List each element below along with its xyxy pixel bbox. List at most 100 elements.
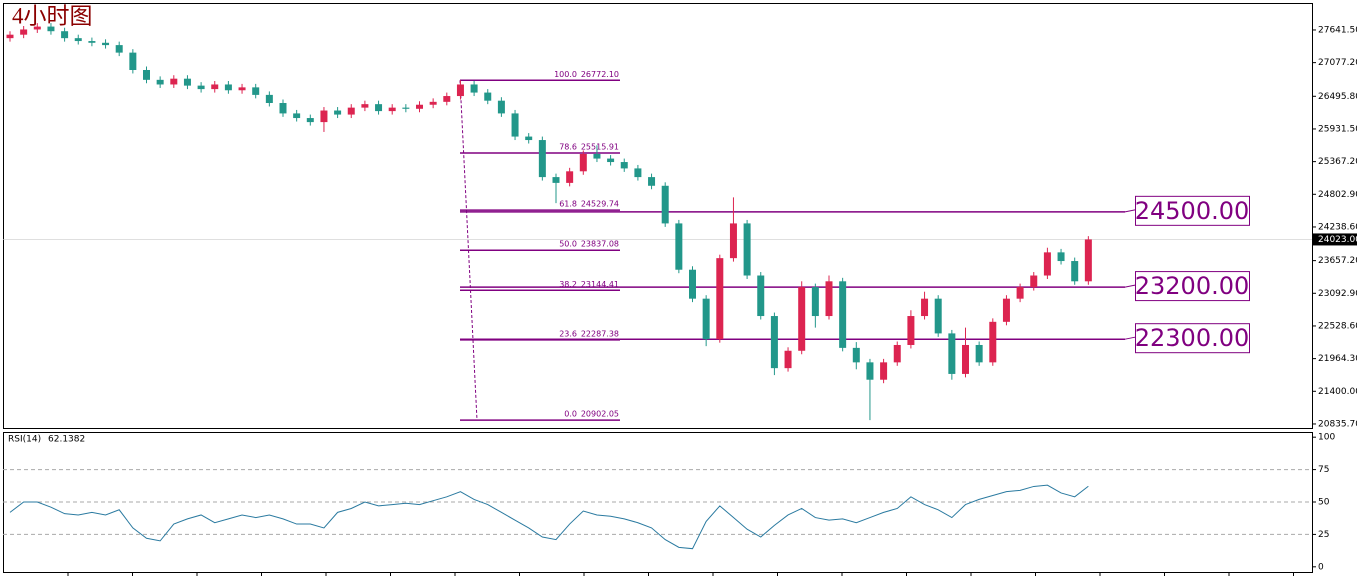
candle-body — [1030, 275, 1038, 288]
candle-body — [306, 118, 314, 123]
y-tick-label: 20835.70 — [1318, 419, 1357, 429]
y-tick-label: 24238.60 — [1318, 222, 1357, 232]
candle-body — [88, 41, 96, 43]
candle-body — [6, 34, 14, 39]
fib-level: 50.0 — [559, 240, 577, 249]
candle-body — [238, 87, 246, 91]
candle-body — [1002, 298, 1010, 322]
level-connector — [1124, 336, 1136, 340]
level-label: 24500.00 — [1135, 197, 1250, 225]
fib-level: 78.6 — [559, 143, 577, 152]
candle-body — [1043, 252, 1051, 276]
candle-body — [538, 140, 546, 178]
level-connector — [1124, 284, 1136, 288]
candle-body — [156, 79, 164, 85]
candle-body — [866, 362, 874, 380]
candle-body — [839, 281, 847, 348]
y-tick-label: 27641.50 — [1318, 25, 1357, 35]
candle-body — [675, 223, 683, 270]
candle-body — [224, 84, 232, 91]
fib-level: 23.6 — [559, 329, 577, 338]
candle-body — [252, 87, 260, 95]
candle-body — [770, 316, 778, 369]
y-tick-label: 50 — [1318, 498, 1330, 508]
candle-body — [743, 223, 751, 276]
fib-price: 26772.10 — [581, 70, 619, 79]
y-tick-label: 0 — [1318, 562, 1324, 572]
candle-body — [975, 344, 983, 363]
fib-level: 61.8 — [559, 200, 577, 209]
candle-body — [183, 78, 191, 86]
y-tick-label: 75 — [1318, 465, 1329, 475]
level-box — [1135, 323, 1250, 354]
candle-body — [552, 177, 560, 183]
fib-price: 23144.41 — [581, 280, 619, 289]
candle-body — [1084, 239, 1092, 282]
candle-body — [443, 96, 451, 102]
last-price-box — [1313, 233, 1357, 246]
candle-body — [579, 153, 587, 172]
fib-price: 24529.74 — [581, 200, 619, 209]
candle-body — [143, 69, 150, 80]
candle-body — [525, 136, 533, 141]
candle-body — [893, 344, 901, 363]
y-tick-label: 23657.20 — [1318, 256, 1357, 266]
candle-body — [265, 94, 273, 103]
candle-body — [689, 269, 696, 299]
candle-body — [279, 102, 287, 114]
y-tick-label: 22528.60 — [1318, 321, 1357, 331]
candle-body — [33, 26, 41, 30]
last-price-label: 24023.00 — [1318, 235, 1357, 245]
candle-body — [948, 333, 956, 374]
candle-body — [197, 85, 205, 90]
candle-body — [620, 162, 628, 169]
candle-body — [825, 281, 833, 317]
y-tick-label: 24802.90 — [1318, 190, 1357, 200]
price-pane — [3, 3, 1313, 429]
candle-body — [607, 158, 615, 163]
candle-body — [716, 258, 724, 340]
fib-level: 0.0 — [564, 410, 577, 419]
candle-body — [416, 104, 423, 109]
candle-body — [1016, 287, 1024, 299]
candle-body — [1071, 261, 1079, 282]
candle-body — [429, 101, 437, 105]
chart-title: 4小时图 — [12, 3, 93, 28]
candle-body — [511, 113, 519, 137]
fib-price: 20902.05 — [581, 410, 619, 419]
candle-body — [921, 298, 929, 317]
candle-body — [47, 26, 55, 32]
candle-body — [484, 92, 492, 101]
level-connector — [1124, 209, 1136, 213]
candle-body — [470, 84, 478, 93]
candle-body — [934, 298, 942, 334]
plot-layer: 27641.50 27077.20 26495.80 25931.50 25367.20… — [3, 23, 1357, 576]
candle-body — [74, 38, 82, 42]
candle-body — [347, 107, 355, 115]
candle-body — [388, 107, 396, 112]
y-tick-label: 27077.20 — [1318, 58, 1357, 68]
level-label: 23200.00 — [1135, 272, 1250, 300]
candle-body — [61, 31, 69, 39]
fib-price: 23837.08 — [581, 240, 619, 249]
y-tick-label: 25 — [1318, 530, 1329, 540]
fib-price: 25515.91 — [581, 143, 619, 152]
candle-body — [784, 350, 792, 369]
candle-body — [115, 45, 123, 53]
rsi-name: RSI(14) — [8, 435, 41, 445]
candle-body — [962, 344, 969, 374]
candle-body — [375, 104, 383, 112]
candle-body — [102, 42, 110, 46]
candle-body — [211, 84, 219, 90]
candle-body — [402, 107, 410, 109]
y-tick-label: 26495.80 — [1318, 92, 1357, 102]
candle-body — [1057, 252, 1065, 262]
candle-body — [634, 168, 642, 178]
candle-body — [729, 223, 737, 259]
candle-body — [811, 287, 819, 317]
candle-body — [497, 100, 505, 114]
candle-body — [593, 153, 601, 159]
candle-body — [320, 110, 328, 123]
